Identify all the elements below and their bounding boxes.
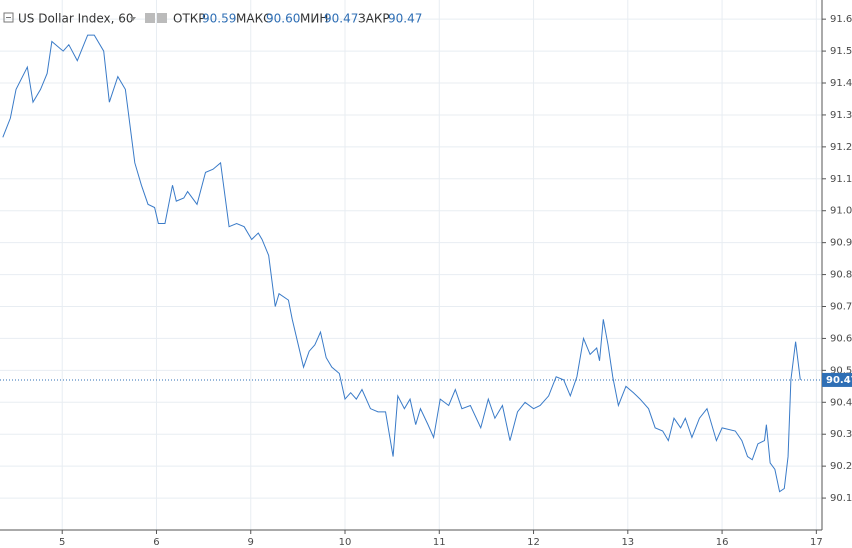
symbol: US Dollar Index, 60 xyxy=(18,12,134,26)
x-tick-label: 6 xyxy=(153,537,159,548)
y-tick-label: 90.60 xyxy=(830,333,852,344)
x-tick-label: 10 xyxy=(339,537,352,548)
low-label: МИН xyxy=(300,12,328,26)
y-tick-label: 91.30 xyxy=(830,110,852,121)
y-tick-label: 90.70 xyxy=(830,302,852,313)
x-tick-label: 12 xyxy=(527,537,540,548)
y-tick-label: 90.50 xyxy=(830,365,852,376)
close-value: 90.47 xyxy=(388,12,422,26)
last-price-box xyxy=(822,372,852,387)
x-tick-label: 16 xyxy=(716,537,729,548)
y-tick-label: 90.10 xyxy=(830,493,852,504)
grid xyxy=(0,0,822,530)
high-value: 90.60 xyxy=(266,12,300,26)
x-tick-label: 9 xyxy=(248,537,254,548)
y-tick-label: 91.60 xyxy=(830,14,852,25)
y-tick-label: 90.30 xyxy=(830,429,852,440)
x-tick-label: 11 xyxy=(433,537,446,548)
plot xyxy=(0,34,822,493)
open-value: 90.59 xyxy=(202,12,236,26)
low-value: 90.47 xyxy=(324,12,358,26)
y-tick-label: 90.20 xyxy=(830,461,852,472)
collapse-icon[interactable] xyxy=(3,12,14,23)
x-tick-label: 13 xyxy=(621,537,634,548)
y-tick-label: 91.00 xyxy=(830,206,852,217)
close-icon[interactable] xyxy=(157,13,167,23)
open-label: ОТКР xyxy=(173,12,206,26)
y-tick-label: 90.90 xyxy=(830,238,852,249)
dropdown-arrow[interactable] xyxy=(130,17,136,21)
close-label: ЗАКР xyxy=(358,12,390,26)
y-tick-label: 90.80 xyxy=(830,270,852,281)
y-tick-label: 91.10 xyxy=(830,174,852,185)
y-tick-label: 91.20 xyxy=(830,142,852,153)
price-line xyxy=(2,34,801,493)
x-tick-label: 5 xyxy=(59,537,65,548)
y-tick-label: 90.40 xyxy=(830,397,852,408)
y-tick-label: 91.50 xyxy=(830,46,852,57)
last-price-label: 90.47 xyxy=(826,375,852,386)
settings-icon[interactable] xyxy=(145,13,155,23)
legend-header: US Dollar Index, 60 ОТКР 90.59 МАКС 90.6… xyxy=(3,12,422,26)
x-tick-label: 17 xyxy=(810,537,823,548)
high-label: МАКС xyxy=(236,12,271,26)
y-tick-label: 91.40 xyxy=(830,78,852,89)
